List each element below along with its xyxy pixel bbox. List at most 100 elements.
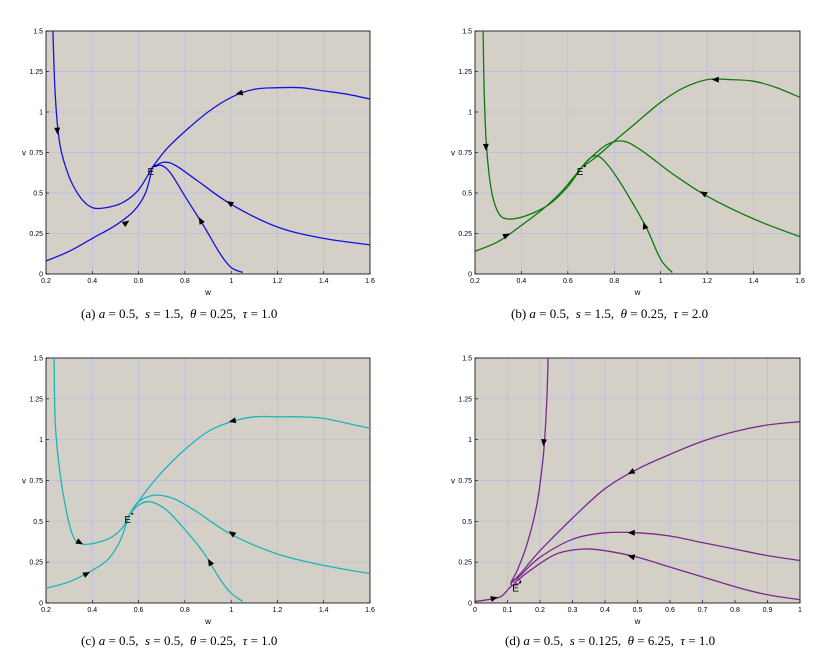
y-tick-label: 0.5 bbox=[33, 519, 43, 526]
trajectory-4 bbox=[45, 166, 154, 262]
plot-frame bbox=[474, 357, 801, 604]
trajectory-5 bbox=[152, 164, 243, 274]
x-tick-label: 1.2 bbox=[273, 607, 283, 614]
x-tick-label: 1 bbox=[798, 607, 802, 614]
trajectory-3 bbox=[152, 161, 371, 246]
trajectory-5 bbox=[581, 155, 673, 273]
x-tick-label: 0.6 bbox=[134, 607, 144, 614]
y-tick-label: 1 bbox=[468, 437, 472, 444]
y-axis-label: v bbox=[451, 477, 455, 486]
panel-b: 0.2 0.4 0.6 0.8 1 1.2 1.4 1.6 0 0.25 0.5 0.75 1 1.25 1… bbox=[451, 29, 805, 322]
caption-b: (b) a = 0.5, s = 1.5, θ = 0.25, τ = 2.0 bbox=[511, 306, 709, 321]
equilibrium-point bbox=[519, 581, 522, 584]
x-tick-label: 1.6 bbox=[795, 278, 805, 285]
x-tick-label: 0.6 bbox=[134, 278, 144, 285]
x-tick-label: 0.5 bbox=[633, 607, 643, 614]
y-tick-label: 0.5 bbox=[462, 191, 472, 198]
x-tick-label: 0.8 bbox=[730, 607, 740, 614]
plot-frame bbox=[45, 30, 371, 275]
x-tick-label: 0 bbox=[473, 607, 477, 614]
trajectory-2 bbox=[581, 78, 801, 168]
x-tick-label: 0.2 bbox=[41, 607, 51, 614]
direction-arrow bbox=[502, 233, 510, 240]
x-tick-label: 0.4 bbox=[87, 278, 97, 285]
trajectory-4 bbox=[474, 166, 583, 252]
x-tick-label: 1.4 bbox=[319, 607, 329, 614]
y-tick-label: 1.5 bbox=[33, 29, 43, 36]
direction-arrow bbox=[490, 596, 498, 602]
plot-frame bbox=[474, 30, 801, 275]
y-axis-label: v bbox=[451, 149, 455, 158]
x-tick-label: 0.3 bbox=[568, 607, 578, 614]
y-tick-label: 0.75 bbox=[29, 478, 43, 485]
panel-a: 0.2 0.4 0.6 0.8 1 1.2 1.4 1.6 0 0.25 0.5 0.75 1 1.25 1… bbox=[0, 0, 400, 330]
y-tick-label: 1.25 bbox=[29, 69, 43, 76]
direction-arrow bbox=[482, 143, 489, 151]
direction-arrow bbox=[198, 217, 205, 225]
equilibrium-point bbox=[154, 165, 157, 168]
y-tick-label: 1.5 bbox=[462, 356, 472, 363]
direction-arrow bbox=[627, 468, 636, 474]
equilibrium-label: E bbox=[124, 515, 131, 526]
y-tick-label: 1.25 bbox=[29, 396, 43, 403]
x-tick-label: 0.2 bbox=[535, 607, 545, 614]
x-tick-label: 0.8 bbox=[180, 278, 190, 285]
direction-arrow bbox=[235, 89, 244, 96]
equilibrium-point bbox=[131, 512, 134, 515]
trajectory-3 bbox=[128, 494, 371, 575]
direction-arrow bbox=[700, 191, 708, 198]
panel-c: 0.2 0.4 0.6 0.8 1 1.2 1.4 1.6 0 0.25 0.5 0.75 1 1.25 1… bbox=[0, 0, 400, 658]
equilibrium-point bbox=[583, 165, 586, 168]
x-tick-label: 0.2 bbox=[41, 278, 51, 285]
chart-a: 0.2 0.4 0.6 0.8 1 1.2 1.4 1.6 0 0.25 0.5 0.75 1 1.25 1… bbox=[22, 29, 375, 298]
x-tick-label: 1 bbox=[229, 607, 233, 614]
direction-arrow bbox=[711, 76, 719, 83]
x-axis-label: w bbox=[204, 617, 211, 626]
direction-arrow bbox=[228, 417, 237, 424]
y-tick-label: 1 bbox=[39, 110, 43, 117]
direction-arrow bbox=[75, 538, 84, 545]
x-tick-label: 1.4 bbox=[319, 278, 329, 285]
chart-b: 0.2 0.4 0.6 0.8 1 1.2 1.4 1.6 0 0.25 0.5 0.75 1 1.25 1… bbox=[451, 29, 805, 298]
trajectory-4 bbox=[513, 548, 801, 601]
x-tick-label: 0.6 bbox=[563, 278, 573, 285]
x-tick-label: 0.4 bbox=[87, 607, 97, 614]
y-tick-label: 0.5 bbox=[33, 191, 43, 198]
y-tick-label: 0 bbox=[468, 601, 472, 608]
x-tick-label: 1.2 bbox=[702, 278, 712, 285]
trajectory-1 bbox=[52, 30, 154, 210]
y-axis-label: v bbox=[22, 477, 26, 486]
y-tick-label: 0 bbox=[468, 272, 472, 279]
x-tick-label: 1 bbox=[229, 278, 233, 285]
y-tick-label: 0.25 bbox=[458, 231, 472, 238]
x-axis-label: w bbox=[634, 288, 641, 297]
caption-a: (a) a = 0.5, s = 1.5, θ = 0.25, τ = 1.0 bbox=[81, 306, 278, 321]
direction-arrow bbox=[541, 438, 548, 447]
trajectory-3 bbox=[510, 531, 801, 584]
x-tick-label: 0.4 bbox=[600, 607, 610, 614]
y-tick-label: 1.5 bbox=[33, 356, 43, 363]
plot-frame bbox=[45, 357, 371, 604]
x-axis-label: w bbox=[634, 617, 641, 626]
x-tick-label: 1.4 bbox=[749, 278, 759, 285]
caption-d: (d) a = 0.5, s = 0.125, θ = 6.25, τ = 1.… bbox=[505, 633, 716, 648]
direction-arrow bbox=[228, 531, 237, 538]
y-tick-label: 1.25 bbox=[458, 69, 472, 76]
y-tick-label: 1 bbox=[468, 110, 472, 117]
y-tick-label: 0.25 bbox=[458, 560, 472, 567]
trajectory-1 bbox=[482, 30, 583, 220]
equilibrium-label: E bbox=[512, 583, 519, 594]
direction-arrow bbox=[226, 201, 235, 208]
x-tick-label: 1 bbox=[659, 278, 663, 285]
y-tick-label: 0.75 bbox=[458, 150, 472, 157]
direction-arrow bbox=[121, 220, 130, 228]
y-tick-label: 0 bbox=[39, 272, 43, 279]
y-axis-label: v bbox=[22, 149, 26, 158]
trajectory-3 bbox=[581, 140, 801, 238]
direction-arrow bbox=[642, 222, 649, 230]
direction-arrow bbox=[82, 571, 90, 578]
trajectory-5 bbox=[474, 582, 518, 603]
y-tick-label: 0.25 bbox=[29, 231, 43, 238]
